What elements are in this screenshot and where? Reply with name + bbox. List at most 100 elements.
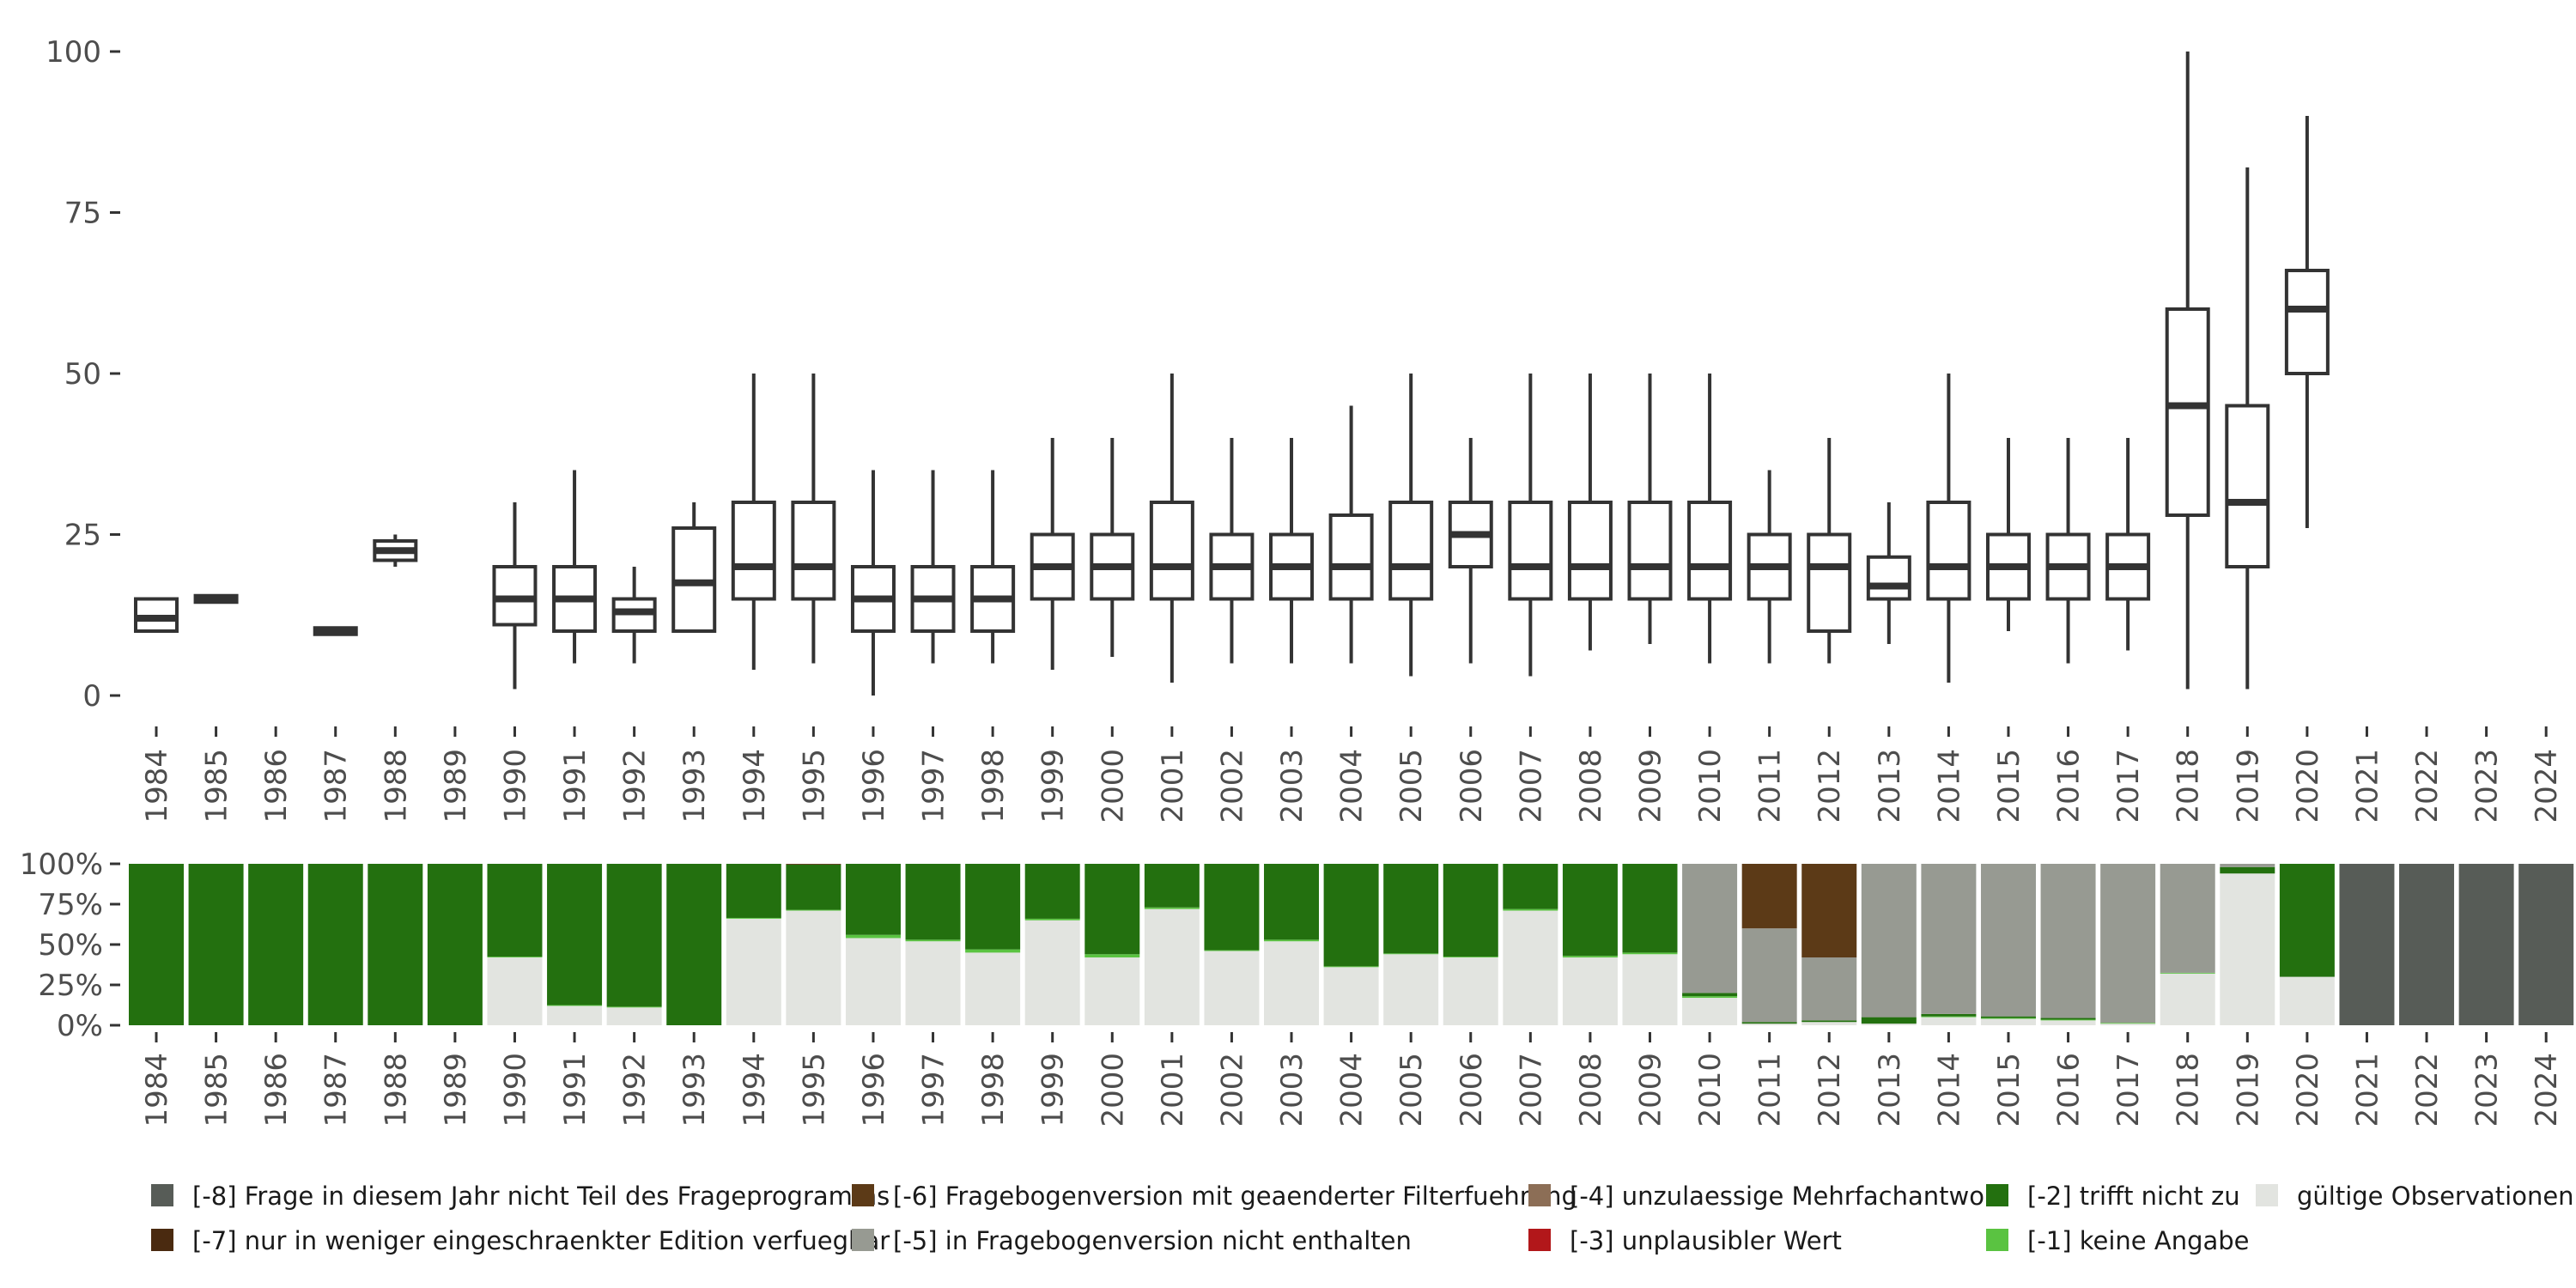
stacked-bar-1991 (547, 864, 603, 1025)
box-1990 (492, 502, 538, 690)
x-tick-label: 1996 (857, 749, 891, 823)
bar-segment-valid (2100, 1024, 2156, 1025)
x-tick-label: 1987 (319, 749, 354, 823)
bar-x-tick-label: 2001 (1156, 1053, 1190, 1127)
x-tick-label: 2002 (1215, 749, 1249, 823)
x-tick-label: 2009 (1634, 749, 1668, 823)
bar-segment-m5 (1682, 864, 1738, 993)
bar-x-tick-label: 2022 (2410, 1053, 2445, 1127)
stacked-bar-2013 (1861, 864, 1917, 1025)
bar-segment-m8 (2518, 864, 2574, 1025)
legend-swatch (1528, 1184, 1551, 1206)
bar-segment-m1 (1084, 954, 1140, 958)
bar-segment-m1 (1024, 918, 1080, 920)
box-body (731, 501, 776, 601)
bar-segment-valid (1622, 954, 1678, 1025)
x-tick-label: 1999 (1036, 749, 1071, 823)
legend-item-m4: [-4] unzulaessige Mehrfachantwort (1528, 1182, 2004, 1211)
legend-item-m5: [-5] in Fragebogenversion nicht enthalte… (852, 1226, 1412, 1255)
bar-x-tick-label: 2009 (1634, 1053, 1668, 1127)
x-tick-label: 2014 (1932, 749, 1966, 823)
y-tick-label: 0 (82, 679, 101, 714)
x-tick-label: 2020 (2291, 749, 2325, 823)
bar-segment-m1 (1980, 1018, 2036, 1019)
bar-segment-m1 (1921, 1016, 1977, 1018)
x-tick-label: 2007 (1514, 749, 1548, 823)
bar-segment-m2 (1622, 864, 1678, 953)
bar-segment-valid (2279, 976, 2335, 1025)
bar-segment-m2 (1144, 864, 1200, 908)
bar-segment-m2 (427, 864, 483, 1025)
bar-segment-valid (1443, 957, 1498, 1025)
bar-segment-m5 (2220, 864, 2275, 867)
box-1999 (1030, 438, 1075, 670)
bar-x-tick-label: 2014 (1932, 1053, 1966, 1127)
stacked-bar-2007 (1503, 864, 1558, 1025)
box-1992 (611, 567, 657, 664)
box-body (1807, 532, 1852, 633)
bar-x-tick-label: 1998 (976, 1053, 1011, 1127)
box-2020 (2284, 116, 2330, 528)
bar-x-tick-label: 1991 (558, 1053, 592, 1127)
stacked-bar-1987 (307, 864, 363, 1025)
legend-label: [-4] unzulaessige Mehrfachantwort (1570, 1182, 2004, 1211)
bar-x-tick-label: 2000 (1096, 1053, 1130, 1127)
stacked-bar-2018 (2160, 864, 2215, 1025)
x-tick-label: 1991 (558, 749, 592, 823)
bar-segment-valid (1383, 954, 1439, 1025)
box-2012 (1807, 438, 1852, 664)
x-tick-label: 2006 (1455, 749, 1489, 823)
x-tick-label: 1988 (379, 749, 413, 823)
bar-x-tick-label: 2004 (1335, 1053, 1370, 1127)
stacked-bar-1989 (427, 864, 483, 1025)
legend-label: [-7] nur in weniger eingeschraenkter Edi… (192, 1226, 890, 1255)
bar-segment-m2 (1861, 1017, 1917, 1024)
box-2001 (1149, 374, 1194, 683)
bar-segment-m2 (1323, 864, 1379, 967)
stacked-bar-1999 (1024, 864, 1080, 1025)
box-1994 (731, 374, 776, 670)
bar-segment-m2 (1682, 993, 1738, 997)
legend-item-valid: gültige Observationen (2256, 1182, 2574, 1211)
bar-segment-valid (2040, 1020, 2096, 1025)
bar-segment-valid (905, 941, 961, 1025)
x-tick-label: 1997 (917, 749, 951, 823)
bar-segment-m8 (2458, 864, 2514, 1025)
box-1991 (552, 470, 598, 664)
bar-segment-m2 (307, 864, 363, 1025)
bar-segment-valid (1980, 1018, 2036, 1025)
bar-segment-m2 (1443, 864, 1498, 957)
bar-segment-m5 (2160, 864, 2215, 973)
stacked-bar-2015 (1980, 864, 2036, 1025)
box-2006 (1448, 438, 1493, 664)
stacked-bar-1984 (129, 864, 184, 1025)
stacked-bar-2012 (1801, 864, 1857, 1025)
legend-label: [-2] trifft nicht zu (2027, 1182, 2240, 1211)
bar-x-tick-label: 2002 (1215, 1053, 1249, 1127)
legend-item-m2: [-2] trifft nicht zu (1986, 1182, 2240, 1211)
box-2013 (1866, 502, 1911, 644)
x-tick-label: 1992 (618, 749, 653, 823)
x-tick-label: 1990 (498, 749, 532, 823)
y-tick-label: 25 (64, 519, 101, 553)
bar-segment-m2 (2220, 866, 2275, 874)
bar-segment-valid (1741, 1024, 1797, 1025)
bar-segment-valid (1264, 941, 1320, 1025)
legend-swatch (852, 1229, 874, 1251)
x-tick-label: 1993 (677, 749, 712, 823)
box-body (1866, 555, 1911, 601)
x-tick-label: 2021 (2350, 749, 2385, 823)
stacked-bar-2014 (1921, 864, 1977, 1025)
bar-x-tick-label: 1985 (200, 1053, 234, 1127)
bar-segment-m1 (1682, 996, 1738, 999)
legend-swatch (1528, 1229, 1551, 1251)
bar-segment-valid (1861, 1024, 1917, 1025)
legend-swatch (2256, 1184, 2278, 1206)
stacked-bar-2004 (1323, 864, 1379, 1025)
bar-x-tick-label: 2010 (1693, 1053, 1728, 1127)
x-tick-label: 1985 (200, 749, 234, 823)
box-body (791, 501, 836, 601)
bar-x-tick-label: 2012 (1813, 1053, 1847, 1127)
box-2005 (1388, 374, 1434, 677)
bar-x-tick-label: 2011 (1753, 1053, 1788, 1127)
